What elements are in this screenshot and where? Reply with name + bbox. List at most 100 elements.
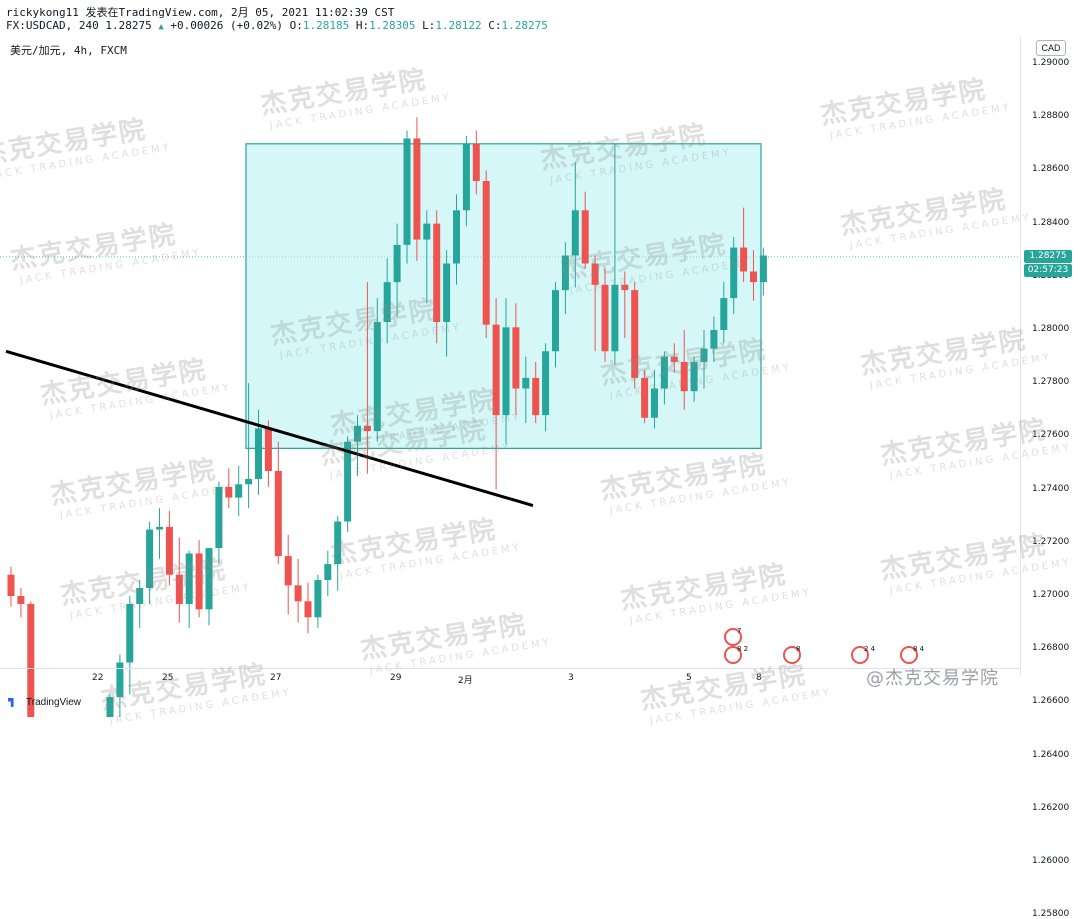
candle-body: [462, 143, 470, 211]
brand-signature: @杰克交易学院: [866, 668, 999, 689]
candle-body: [433, 223, 441, 323]
candle-body: [492, 324, 500, 416]
candle-body: [631, 290, 639, 378]
event-flag-icon[interactable]: [783, 646, 801, 664]
candle-body: [660, 356, 668, 389]
high-label: H:: [355, 19, 370, 32]
candle-body: [17, 596, 25, 604]
candle-body: [383, 282, 391, 323]
candle-body: [750, 271, 757, 283]
candle-body: [502, 327, 510, 416]
candle-body: [304, 601, 312, 618]
time-tick-label: 3: [568, 673, 574, 683]
up-triangle-icon: ▲: [158, 22, 164, 32]
price-tick-label: 1.27400: [1032, 483, 1070, 494]
candle-body: [344, 441, 352, 522]
candle-body: [423, 223, 431, 240]
candle-body: [27, 603, 35, 717]
price-tick-label: 1.28800: [1032, 111, 1070, 122]
price-tick-label: 1.28000: [1032, 324, 1070, 334]
candle-body: [146, 529, 154, 589]
close-value: 1.28275: [501, 19, 548, 32]
candle-body: [759, 255, 767, 283]
price-tick-label: 1.27000: [1032, 590, 1070, 600]
event-count: 8 2: [737, 645, 749, 653]
chart-header: rickykong11 发表在TradingView.com, 2月 05, 2…: [0, 0, 1080, 44]
time-axis[interactable]: [0, 668, 1020, 689]
chart-canvas[interactable]: [0, 0, 1080, 717]
candle-body: [294, 585, 302, 602]
high-value: 1.28305: [369, 19, 416, 32]
candle-body: [7, 574, 15, 596]
price-tick-label: 1.27200: [1032, 536, 1070, 547]
candle-body: [156, 526, 163, 530]
candle-body: [720, 298, 728, 330]
close-label: C:: [488, 19, 502, 32]
low-value: 1.28122: [435, 19, 482, 32]
price-tick-label: 1.26000: [1032, 856, 1070, 866]
candle-body: [225, 486, 233, 498]
candle-body: [512, 327, 520, 389]
tradingview-label: TradingView: [26, 697, 82, 708]
time-tick-label: 27: [270, 673, 282, 683]
candle-body: [700, 348, 708, 362]
candle-body: [413, 138, 421, 240]
symbol-label[interactable]: FX:USDCAD, 240: [6, 19, 99, 32]
candle-body: [165, 526, 173, 575]
candle-body: [740, 247, 748, 272]
candle-body: [581, 210, 589, 264]
currency-badge[interactable]: CAD: [1036, 40, 1066, 56]
price-tick-label: 1.29000: [1032, 58, 1070, 68]
event-flag-icon[interactable]: [724, 628, 742, 646]
last-price-tag: 1.28275: [1024, 249, 1072, 263]
candle-body: [472, 143, 480, 182]
candle-body: [611, 284, 619, 352]
candle-body: [116, 662, 124, 698]
event-count: 7: [737, 627, 742, 635]
candle-body: [274, 470, 282, 557]
candle-body: [591, 263, 599, 285]
candle-body: [690, 361, 698, 392]
candle-body: [601, 284, 609, 352]
candle-body: [264, 428, 272, 471]
candle-body: [363, 425, 371, 432]
candle-body: [443, 263, 451, 323]
candle-body: [205, 548, 213, 610]
time-tick-label: 2月: [458, 676, 473, 686]
candle-body: [373, 322, 381, 432]
time-tick-label: 8: [756, 673, 762, 683]
price-tick-label: 1.26600: [1032, 696, 1070, 707]
event-flag-icon[interactable]: [900, 646, 918, 664]
candle-body: [106, 697, 114, 717]
time-tick-label: 5: [686, 673, 692, 683]
time-tick-label: 25: [162, 673, 174, 683]
candle-body: [314, 580, 322, 618]
candle-body: [185, 553, 193, 604]
candle-body: [235, 484, 243, 498]
price-axis[interactable]: [1020, 36, 1080, 676]
upper-trendline: [5, 349, 534, 507]
last-price-label: 1.28275: [105, 19, 152, 32]
candle-body: [542, 351, 550, 416]
tradingview-logo[interactable]: TradingView: [8, 697, 81, 708]
candle-body: [245, 478, 253, 485]
price-tick-label: 1.27600: [1032, 430, 1070, 441]
price-tick-label: 1.28600: [1032, 164, 1070, 175]
candle-body: [403, 138, 411, 245]
candle-body: [136, 588, 144, 604]
open-value: 1.28185: [302, 19, 350, 32]
candle-body: [482, 181, 490, 325]
candle-body: [561, 255, 569, 291]
event-flag-icon[interactable]: [851, 646, 869, 664]
event-count: 8 4: [913, 645, 925, 653]
time-tick-label: 22: [92, 673, 104, 683]
candle-body: [393, 244, 401, 283]
event-flag-icon[interactable]: [724, 646, 742, 664]
candle-body: [670, 356, 678, 362]
candle-body: [552, 290, 559, 352]
candle-body: [324, 564, 332, 581]
ohlc-legend: FX:USDCAD, 240 1.28275 ▲ +0.00026 (+0.02…: [6, 19, 548, 32]
tradingview-icon: [8, 697, 14, 707]
candle-body: [255, 428, 262, 479]
candle-body: [680, 361, 688, 392]
